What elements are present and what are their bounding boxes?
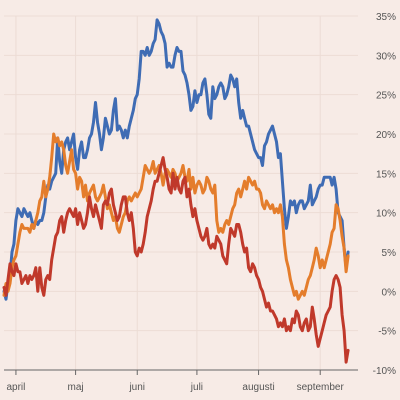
y-tick-label: 30% [376, 51, 396, 62]
x-tick-label: juni [128, 382, 145, 393]
x-tick-label: juli [190, 382, 203, 393]
series-line-1 [2, 18, 350, 301]
axis-labels: 35% 30% 25% 20% 15% 10% 5% 0% -5% -10% april maj jun… [4, 12, 396, 393]
y-tick-label: 35% [376, 12, 396, 23]
y-tick-label: 15% [376, 169, 396, 180]
x-tick-label: september [297, 382, 345, 393]
y-tick-label: -5% [378, 327, 396, 338]
y-tick-label: 10% [376, 209, 396, 220]
y-tick-label: 0% [382, 287, 397, 298]
y-tick-label: 25% [376, 91, 396, 102]
y-tick-label: -10% [373, 366, 396, 377]
x-tick-label: maj [68, 382, 84, 393]
series-lines [2, 18, 350, 364]
y-tick-label: 5% [382, 248, 397, 259]
x-tick-label: april [6, 382, 25, 393]
x-tick-label: augusti [242, 382, 274, 393]
y-tick-label: 20% [376, 130, 396, 141]
series-line-3 [2, 156, 350, 364]
